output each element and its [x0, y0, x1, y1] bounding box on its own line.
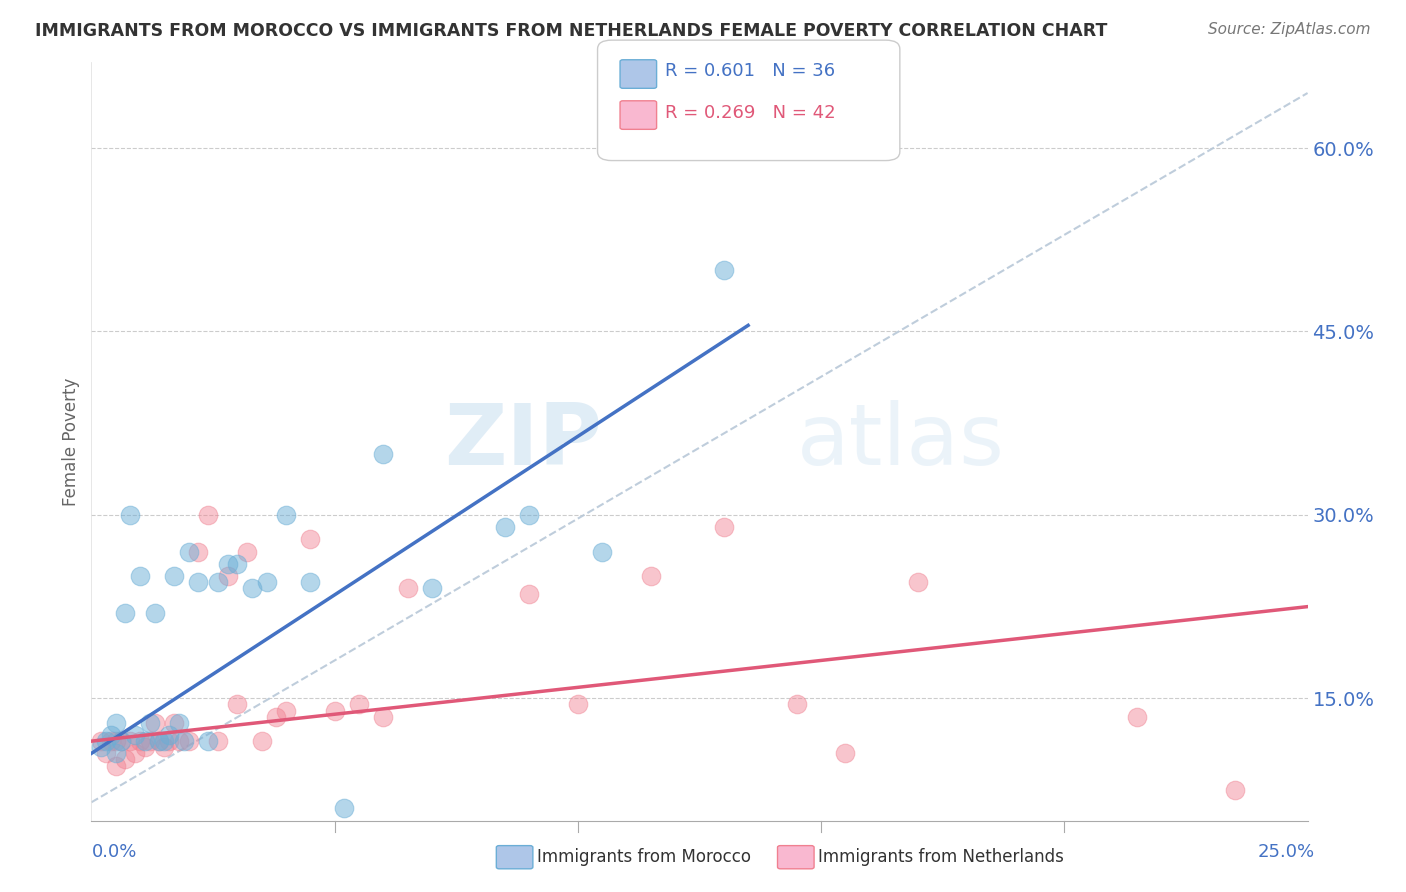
Point [139, 715, 162, 730]
Point [786, 698, 808, 712]
Y-axis label: Female Poverty: Female Poverty [62, 377, 80, 506]
Point [157, 728, 180, 742]
Point [240, 582, 263, 596]
Point [207, 734, 229, 748]
Point [100, 734, 122, 748]
Point [226, 557, 249, 571]
Point [114, 606, 136, 620]
Point [110, 734, 132, 748]
Point [299, 533, 322, 547]
Text: 0.0%: 0.0% [91, 843, 136, 861]
Point [124, 747, 146, 761]
Point [207, 575, 229, 590]
Point [167, 734, 190, 748]
Point [323, 704, 346, 718]
Point [104, 715, 127, 730]
Point [129, 734, 152, 748]
Point [236, 544, 259, 558]
Point [274, 704, 297, 718]
Text: Immigrants from Netherlands: Immigrants from Netherlands [818, 848, 1064, 866]
Point [217, 569, 239, 583]
Point [100, 728, 122, 742]
Point [197, 734, 219, 748]
Point [90, 734, 112, 748]
Point [373, 447, 395, 461]
Text: IMMIGRANTS FROM MOROCCO VS IMMIGRANTS FROM NETHERLANDS FEMALE POVERTY CORRELATIO: IMMIGRANTS FROM MOROCCO VS IMMIGRANTS FR… [35, 22, 1108, 40]
Point [187, 544, 209, 558]
Point [226, 698, 249, 712]
Point [713, 263, 735, 277]
Point [120, 508, 142, 522]
Point [134, 734, 156, 748]
Point [1223, 783, 1246, 797]
Point [197, 508, 219, 522]
Point [94, 747, 117, 761]
Point [177, 544, 200, 558]
Point [299, 575, 322, 590]
Point [153, 734, 176, 748]
Point [134, 740, 156, 755]
Point [373, 709, 395, 723]
Point [907, 575, 929, 590]
Point [264, 709, 287, 723]
Point [517, 587, 540, 601]
Point [148, 734, 170, 748]
Text: atlas: atlas [797, 400, 1005, 483]
Point [163, 715, 186, 730]
Text: Immigrants from Morocco: Immigrants from Morocco [537, 848, 751, 866]
Point [567, 698, 589, 712]
Point [420, 582, 443, 596]
Point [517, 508, 540, 522]
Point [139, 734, 162, 748]
Point [104, 758, 127, 772]
Point [143, 715, 166, 730]
Point [153, 740, 176, 755]
Point [347, 698, 370, 712]
Point [640, 569, 662, 583]
Text: ZIP: ZIP [444, 400, 602, 483]
Point [114, 752, 136, 766]
Point [104, 734, 127, 748]
Point [129, 569, 152, 583]
Text: R = 0.601   N = 36: R = 0.601 N = 36 [665, 62, 835, 80]
Point [274, 508, 297, 522]
Point [217, 557, 239, 571]
Point [163, 569, 186, 583]
Point [834, 747, 856, 761]
Point [494, 520, 516, 534]
Text: R = 0.269   N = 42: R = 0.269 N = 42 [665, 104, 835, 122]
Point [173, 734, 195, 748]
Point [396, 582, 419, 596]
Text: 25.0%: 25.0% [1257, 843, 1315, 861]
Point [90, 740, 112, 755]
Point [250, 734, 273, 748]
Point [187, 575, 209, 590]
Point [256, 575, 278, 590]
Point [110, 734, 132, 748]
Point [104, 747, 127, 761]
Text: Source: ZipAtlas.com: Source: ZipAtlas.com [1208, 22, 1371, 37]
Point [143, 606, 166, 620]
Point [591, 544, 613, 558]
Point [167, 715, 190, 730]
Point [94, 734, 117, 748]
Point [120, 734, 142, 748]
Point [124, 728, 146, 742]
Point [148, 734, 170, 748]
Point [333, 801, 356, 815]
Point [177, 734, 200, 748]
Point [157, 734, 180, 748]
Point [713, 520, 735, 534]
Point [1126, 709, 1149, 723]
